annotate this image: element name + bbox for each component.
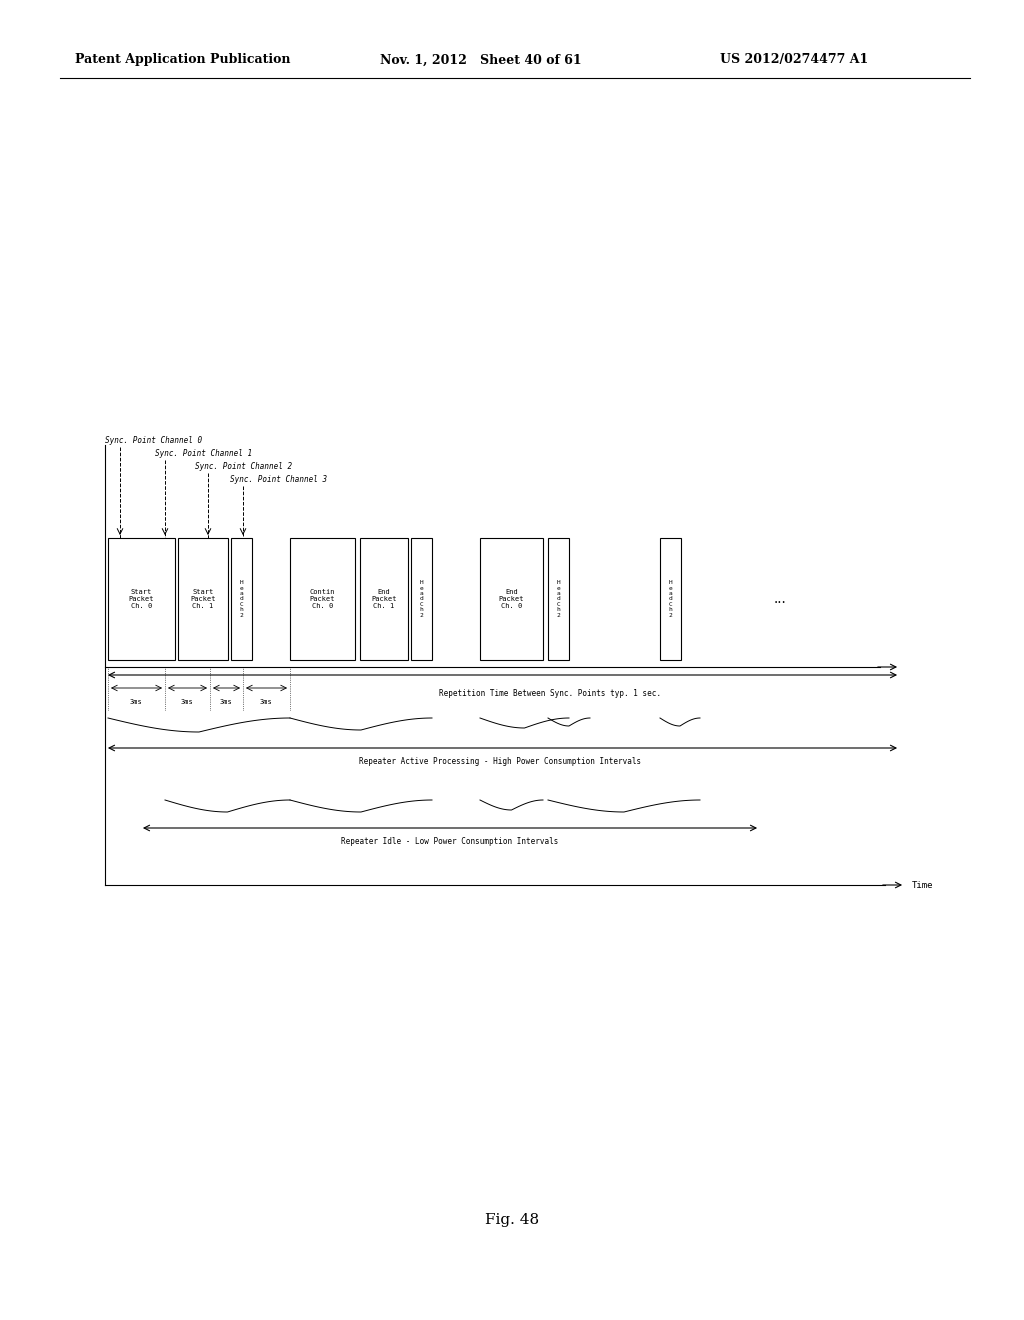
Text: 3ms: 3ms <box>260 700 272 705</box>
Text: 3ms: 3ms <box>180 700 194 705</box>
Text: ...: ... <box>773 591 786 606</box>
Text: Sync. Point Channel 2: Sync. Point Channel 2 <box>195 462 292 471</box>
Text: End
Packet
Ch. 0: End Packet Ch. 0 <box>499 590 524 609</box>
Text: Start
Packet
Ch. 0: Start Packet Ch. 0 <box>129 590 155 609</box>
Text: Sync. Point Channel 1: Sync. Point Channel 1 <box>155 449 252 458</box>
Text: End
Packet
Ch. 1: End Packet Ch. 1 <box>372 590 396 609</box>
Text: H
e
a
d
C
h
2: H e a d C h 2 <box>240 581 244 618</box>
Bar <box>360 539 408 660</box>
Bar <box>108 539 175 660</box>
Bar <box>660 539 681 660</box>
Text: Fig. 48: Fig. 48 <box>485 1213 539 1228</box>
Text: US 2012/0274477 A1: US 2012/0274477 A1 <box>720 54 868 66</box>
Text: Contin
Packet
Ch. 0: Contin Packet Ch. 0 <box>309 590 335 609</box>
Text: Repetition Time Between Sync. Points typ. 1 sec.: Repetition Time Between Sync. Points typ… <box>439 689 662 697</box>
Bar <box>231 539 252 660</box>
Text: Repeater Idle - Low Power Consumption Intervals: Repeater Idle - Low Power Consumption In… <box>341 837 559 846</box>
Text: Repeater Active Processing - High Power Consumption Intervals: Repeater Active Processing - High Power … <box>359 758 641 767</box>
Text: H
e
a
d
C
h
2: H e a d C h 2 <box>420 581 423 618</box>
Bar <box>290 539 355 660</box>
Bar <box>178 539 228 660</box>
Text: Time: Time <box>912 880 934 890</box>
Text: 3ms: 3ms <box>130 700 142 705</box>
Text: Start
Packet
Ch. 1: Start Packet Ch. 1 <box>190 590 216 609</box>
Text: Sync. Point Channel 0: Sync. Point Channel 0 <box>105 436 202 445</box>
Text: H
e
a
d
C
h
2: H e a d C h 2 <box>557 581 560 618</box>
Text: Nov. 1, 2012   Sheet 40 of 61: Nov. 1, 2012 Sheet 40 of 61 <box>380 54 582 66</box>
Text: Sync. Point Channel 3: Sync. Point Channel 3 <box>230 475 327 484</box>
Text: Patent Application Publication: Patent Application Publication <box>75 54 291 66</box>
Bar <box>480 539 543 660</box>
Bar <box>548 539 569 660</box>
Text: 3ms: 3ms <box>219 700 232 705</box>
Bar <box>411 539 432 660</box>
Text: H
e
a
d
C
h
2: H e a d C h 2 <box>669 581 673 618</box>
